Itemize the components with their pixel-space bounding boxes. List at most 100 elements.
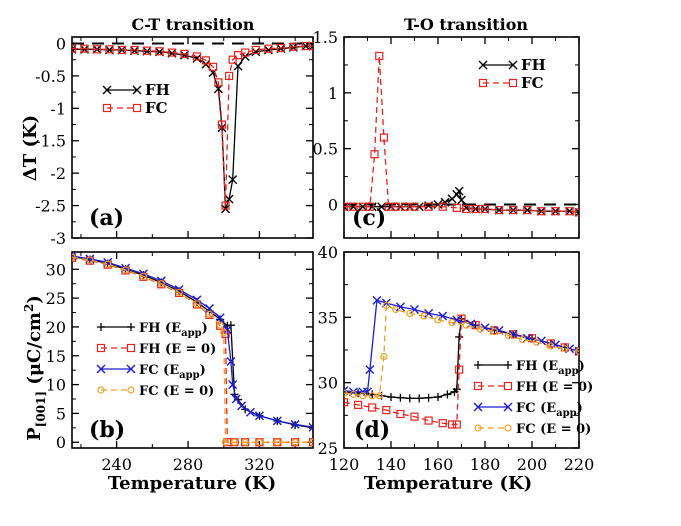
data-point-fc-e-0 <box>476 325 484 333</box>
data-point-fc-e-0 <box>380 352 388 361</box>
data-point-fc <box>264 44 273 53</box>
legend-marker <box>478 78 488 88</box>
y-tick-label: 0.5 <box>313 140 338 159</box>
y-tick-label: 0 <box>56 34 66 53</box>
data-point-fh-e-0 <box>424 416 433 425</box>
data-point-fc-e-0 <box>434 316 442 324</box>
legend-marker <box>102 103 112 113</box>
data-point-fh-e-0 <box>344 398 349 407</box>
panel-b: 0 5 10 15 20 25 30 240 280 320 (b) FH (Eapp) FH (E =… <box>46 251 314 474</box>
data-point-fh-e-0 <box>396 409 405 419</box>
data-point-fc <box>224 71 234 81</box>
data-point-fc <box>375 51 384 61</box>
y-tick-label: 15 <box>46 347 66 366</box>
x-axis-label-right: Temperature (K) <box>364 473 532 494</box>
y-tick-label: 1 <box>328 84 338 103</box>
y-tick-label: -2 <box>50 164 66 183</box>
data-point-fc-e-0 <box>359 392 367 400</box>
ylabel-sub: [001] <box>34 391 48 427</box>
data-point-fc <box>214 78 223 87</box>
legend-marker <box>504 424 512 432</box>
data-point-fc <box>509 205 518 215</box>
data-point-fh-e-app <box>415 394 424 403</box>
panel-letter-a: (a) <box>89 205 124 231</box>
data-point-fh <box>395 202 405 212</box>
legend-marker <box>126 364 136 374</box>
x-tick-label: 280 <box>173 455 204 474</box>
series-line-fc <box>72 45 313 206</box>
data-point-fh <box>301 41 311 51</box>
data-point-fc-e-app <box>272 416 282 426</box>
legend-label: FC (E = 0) <box>139 384 214 399</box>
data-point-fc <box>217 120 227 129</box>
legend-marker <box>102 85 112 95</box>
data-point-fh <box>348 202 358 212</box>
data-point-fc <box>142 46 152 55</box>
y-tick-label: -1 <box>50 99 66 118</box>
data-point-fc-e-app <box>254 411 264 421</box>
x-tick-label: 140 <box>376 455 407 474</box>
data-point-fc-e-app <box>228 380 238 390</box>
legend-label: FH (Eapp) <box>516 359 585 377</box>
data-point-fc <box>471 204 480 214</box>
data-point-fc-e-app <box>308 422 313 432</box>
data-point-fc <box>72 44 77 53</box>
data-point-fc-e-0 <box>139 272 148 280</box>
data-point-fc <box>221 201 230 210</box>
data-point-fc-e-app <box>410 304 419 314</box>
ylabel-sup: 2 <box>22 304 36 312</box>
data-point-fh-e-app <box>434 393 442 402</box>
data-point-fh-e-app <box>309 423 313 432</box>
legend-label: FC (E = 0) <box>516 422 591 437</box>
x-tick-label: 200 <box>517 455 548 474</box>
series-line-fc <box>344 55 579 213</box>
series-line-fh <box>72 45 313 210</box>
data-point-fh-e-app <box>455 332 464 341</box>
data-point-fc <box>105 45 114 54</box>
data-point-fc-e-0 <box>104 260 112 268</box>
data-point-fc <box>401 202 410 211</box>
legend-marker <box>503 402 513 412</box>
panel-letter-c: (c) <box>352 205 386 231</box>
plot-frame-b <box>71 251 314 449</box>
data-point-fh <box>377 202 387 212</box>
series-line-fh-e-0 <box>344 317 579 426</box>
data-point-fc <box>379 133 389 142</box>
data-point-fh-e-app <box>443 390 452 399</box>
data-point-fc-e-0 <box>490 328 498 336</box>
ylabel-unit: (μC/cm <box>24 312 45 391</box>
legend-label: FC <box>521 74 544 92</box>
data-point-fc <box>192 52 202 61</box>
data-point-fc-e-0 <box>216 321 224 329</box>
data-point-fh <box>522 205 532 215</box>
data-point-fc <box>180 49 189 58</box>
y-tick-label: -1.5 <box>35 132 66 151</box>
legend-marker <box>474 424 482 432</box>
series-group-d <box>344 295 579 429</box>
data-point-fc-e-app <box>365 365 375 375</box>
data-point-fc-e-app <box>395 302 405 312</box>
data-point-fh <box>344 202 349 212</box>
y-tick-label: 20 <box>46 318 66 337</box>
data-point-fh-e-0 <box>438 419 447 428</box>
data-point-fc-e-0 <box>518 335 527 344</box>
data-point-fc <box>289 42 298 51</box>
data-point-fc-e-0 <box>291 438 299 446</box>
y-axis-label-delta-t: ΔT (K) <box>20 115 41 181</box>
data-point-fc-e-0 <box>273 438 281 446</box>
data-point-fh-e-app <box>424 393 433 402</box>
data-point-fc-e-app <box>215 313 225 323</box>
data-point-fc-e-app <box>536 336 546 346</box>
data-point-fc <box>208 62 218 71</box>
y-tick-label: 0 <box>328 196 338 215</box>
data-point-fc <box>276 43 285 53</box>
data-point-fc <box>480 204 490 214</box>
legend-marker <box>97 386 105 394</box>
legend-marker <box>478 60 488 70</box>
data-point-fc-e-app <box>363 387 372 397</box>
data-point-fc-e-0 <box>221 438 230 446</box>
data-point-fh <box>574 207 579 217</box>
legend-marker <box>503 381 513 391</box>
data-point-fc <box>241 48 250 57</box>
data-point-fc-e-0 <box>220 329 228 337</box>
